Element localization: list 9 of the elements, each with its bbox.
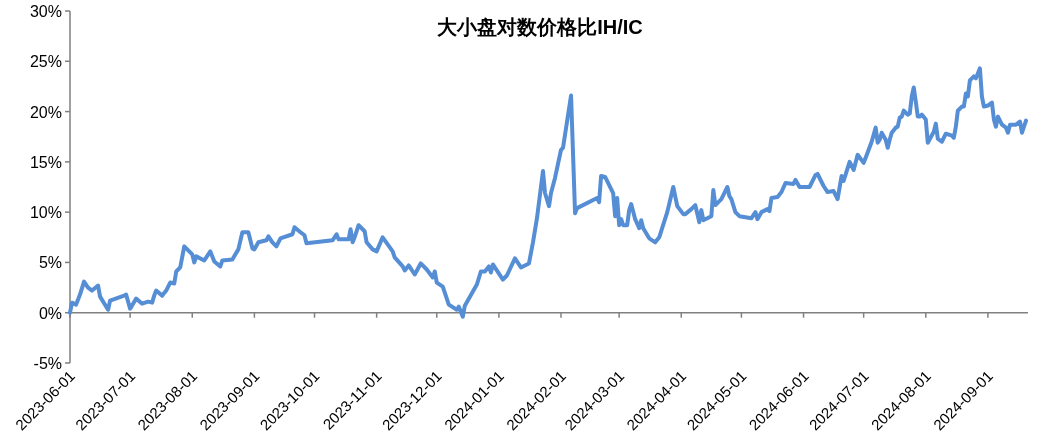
y-tick-label: 0% (38, 304, 62, 322)
y-tick-label: 20% (29, 103, 62, 121)
chart-title: 大小盘对数价格比IH/IC (437, 16, 643, 38)
y-tick-label: 30% (29, 3, 62, 20)
y-tick-label: 25% (29, 53, 62, 71)
y-tick-label: -5% (33, 355, 62, 372)
y-tick-label: 10% (29, 204, 62, 222)
y-tick-label: 15% (29, 153, 62, 171)
y-tick-label: 5% (38, 254, 62, 272)
